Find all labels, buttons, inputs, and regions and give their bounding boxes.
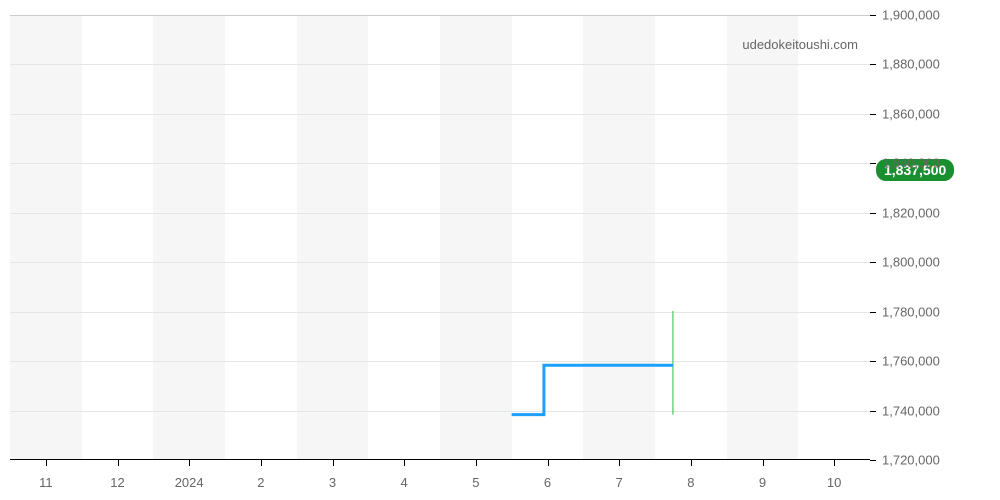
plot-area [10, 15, 870, 460]
x-axis-label: 5 [472, 475, 479, 490]
x-axis-label: 9 [759, 475, 766, 490]
x-axis-label: 11 [39, 475, 53, 490]
gridline-horizontal [10, 411, 870, 412]
x-axis-label: 2 [257, 475, 264, 490]
gridline-horizontal [10, 15, 870, 16]
x-axis-label: 10 [827, 475, 841, 490]
plot-band [583, 15, 655, 459]
y-axis-label: 1,800,000 [882, 255, 940, 270]
x-axis-label: 6 [544, 475, 551, 490]
y-tick [870, 312, 876, 313]
plot-band [798, 15, 870, 459]
x-tick [189, 460, 190, 466]
plot-band [297, 15, 369, 459]
y-axis-label: 1,820,000 [882, 205, 940, 220]
y-tick [870, 163, 876, 164]
x-tick [691, 460, 692, 466]
y-tick [870, 361, 876, 362]
y-tick [870, 262, 876, 263]
plot-band [82, 15, 154, 459]
x-axis-label: 7 [616, 475, 623, 490]
x-axis-label: 12 [110, 475, 124, 490]
plot-band [10, 15, 82, 459]
gridline-horizontal [10, 64, 870, 65]
y-tick [870, 213, 876, 214]
y-tick [870, 460, 876, 461]
y-tick [870, 411, 876, 412]
plot-band [225, 15, 297, 459]
plot-band [440, 15, 512, 459]
y-axis-label: 1,840,000 [882, 156, 940, 171]
plot-band [512, 15, 584, 459]
y-axis-label: 1,780,000 [882, 304, 940, 319]
price-chart: udedokeitoushi.com 1,837,500 1,720,0001,… [0, 0, 1000, 500]
gridline-horizontal [10, 213, 870, 214]
y-axis-label: 1,880,000 [882, 57, 940, 72]
x-tick [333, 460, 334, 466]
x-tick [763, 460, 764, 466]
y-axis-label: 1,900,000 [882, 8, 940, 23]
x-tick [619, 460, 620, 466]
gridline-horizontal [10, 114, 870, 115]
x-tick [834, 460, 835, 466]
x-axis-label: 3 [329, 475, 336, 490]
watermark: udedokeitoushi.com [742, 37, 858, 52]
x-tick [118, 460, 119, 466]
gridline-horizontal [10, 163, 870, 164]
gridline-horizontal [10, 262, 870, 263]
plot-band [727, 15, 799, 459]
y-axis-label: 1,860,000 [882, 106, 940, 121]
y-axis-label: 1,740,000 [882, 403, 940, 418]
y-axis-label: 1,720,000 [882, 453, 940, 468]
y-tick [870, 15, 876, 16]
y-tick [870, 114, 876, 115]
x-tick [261, 460, 262, 466]
x-tick [404, 460, 405, 466]
x-tick [548, 460, 549, 466]
x-axis-label: 4 [401, 475, 408, 490]
plot-band [153, 15, 225, 459]
plot-band [655, 15, 727, 459]
gridline-horizontal [10, 312, 870, 313]
x-axis-label: 8 [687, 475, 694, 490]
y-tick [870, 64, 876, 65]
x-axis-label: 2024 [175, 475, 204, 490]
plot-band [368, 15, 440, 459]
gridline-horizontal [10, 361, 870, 362]
x-tick [476, 460, 477, 466]
x-tick [46, 460, 47, 466]
y-axis-label: 1,760,000 [882, 354, 940, 369]
